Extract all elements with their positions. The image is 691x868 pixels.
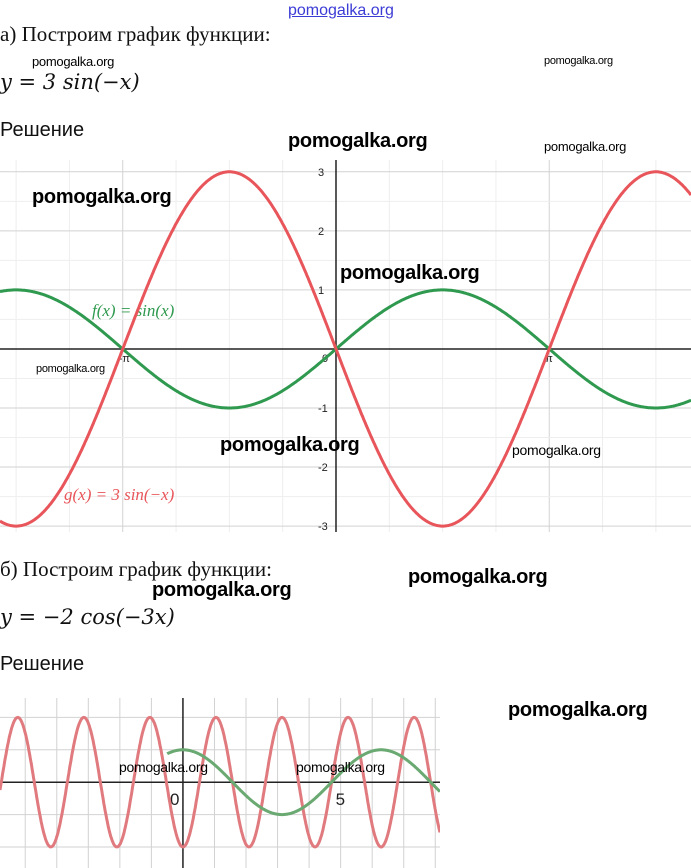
- watermark: pomogalka.org: [288, 130, 428, 152]
- y-tick-label: -1: [318, 403, 328, 415]
- watermark: pomogalka.org: [544, 139, 627, 154]
- part-a-solution-label: Решение: [0, 119, 85, 141]
- x-tick-label: π: [545, 353, 553, 365]
- watermark: pomogalka.org: [32, 186, 172, 208]
- series-line-0: [0, 715, 440, 849]
- watermark: pomogalka.org: [408, 566, 548, 588]
- series-label-g: g(x) = 3 sin(−x): [64, 485, 175, 504]
- x-tick-label: 5: [336, 790, 345, 809]
- x-tick-label: 0: [170, 790, 179, 809]
- y-tick-label: 3: [318, 167, 324, 179]
- watermark: pomogalka.org: [119, 759, 208, 775]
- site-link[interactable]: pomogalka.org: [288, 2, 394, 19]
- part-b-title: б) Построим график функции:: [0, 557, 272, 581]
- part-a-formula: y = 3 sin(−x): [0, 70, 140, 94]
- y-tick-label: 1: [318, 285, 324, 297]
- watermark: pomogalka.org: [296, 759, 385, 775]
- series-line-0: [0, 288, 691, 410]
- series-line-1: [166, 748, 440, 817]
- x-tick-label: -π: [119, 353, 131, 365]
- part-a-title: а) Построим график функции:: [0, 22, 271, 46]
- watermark: pomogalka.org: [508, 699, 648, 721]
- watermark: pomogalka.org: [152, 579, 292, 601]
- part-b-solution-label: Решение: [0, 653, 85, 675]
- watermark: pomogalka.org: [512, 442, 601, 458]
- watermark: pomogalka.org: [544, 55, 613, 67]
- part-b-formula: y = −2 cos(−3x): [0, 605, 175, 629]
- watermark: pomogalka.org: [340, 262, 480, 284]
- y-tick-label: -2: [318, 462, 328, 474]
- y-tick-label: -3: [318, 521, 328, 532]
- y-tick-label: 2: [318, 226, 324, 238]
- series-label-f: f(x) = sin(x): [92, 301, 175, 320]
- watermark: pomogalka.org: [220, 434, 360, 456]
- grid: [0, 160, 691, 532]
- watermark: pomogalka.org: [36, 363, 105, 375]
- axes: 321-1-2-3-π 0 π: [0, 160, 691, 532]
- series-line-1: [0, 170, 691, 528]
- watermark: pomogalka.org: [32, 54, 115, 69]
- chart-a: 321-1-2-3-π 0 π f(x) = sin(x) g(x) = 3 sin…: [0, 160, 691, 532]
